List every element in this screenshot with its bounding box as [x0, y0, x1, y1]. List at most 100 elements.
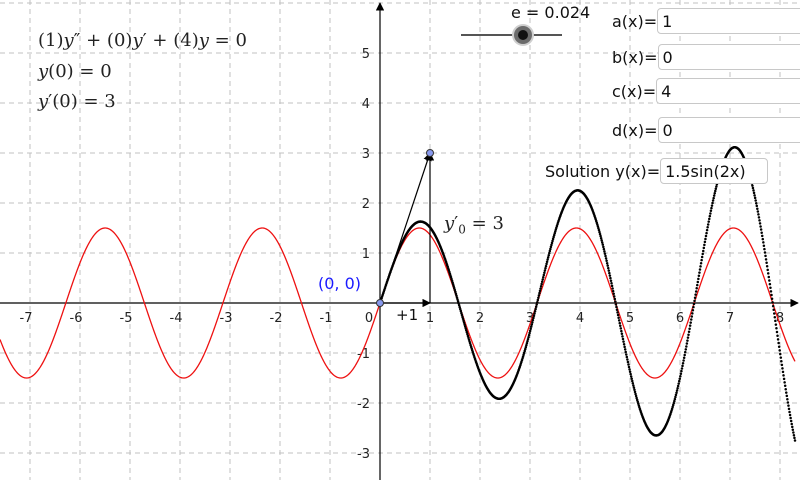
approx-solution-point — [774, 319, 777, 323]
approx-solution-point — [601, 243, 605, 246]
approx-solution-point — [681, 364, 684, 368]
approx-solution-point — [602, 245, 605, 249]
initial-condition-dy-value: = 3 — [83, 91, 116, 112]
approx-solution-point — [623, 348, 627, 351]
approx-solution-point — [779, 352, 782, 356]
ode-rhs: = 0 — [214, 30, 247, 51]
approx-solution-point — [688, 324, 692, 327]
approx-solution-point — [534, 307, 537, 311]
approx-solution-point — [700, 255, 704, 259]
approx-solution-point — [527, 333, 531, 337]
approx-solution-point — [712, 194, 716, 197]
approx-solution-point — [524, 347, 527, 351]
field-label-solution: Solution y(x)= — [545, 161, 661, 181]
approx-solution-point — [527, 335, 530, 339]
approx-solution-point — [627, 365, 631, 369]
approx-solution-point — [455, 296, 459, 299]
approx-solution-point — [775, 327, 778, 330]
approx-solution-point — [685, 342, 689, 345]
input-b[interactable] — [657, 44, 800, 70]
approx-solution-point — [614, 303, 618, 306]
ode-equation: (1)y″ + (0)y′ + (4)y = 0 — [38, 30, 247, 51]
approx-solution-point — [777, 341, 780, 345]
approx-solution-point — [537, 296, 540, 299]
approx-solution-point — [611, 287, 614, 290]
x-tick-label: 1 — [426, 311, 434, 326]
approx-solution-point — [693, 296, 697, 299]
slope-vector — [379, 152, 432, 304]
approx-solution-point — [779, 356, 783, 359]
approx-solution-point — [600, 239, 603, 242]
approx-solution-point — [550, 243, 553, 247]
approx-solution-point — [610, 284, 614, 288]
slider-handle[interactable] — [514, 26, 532, 44]
approx-solution-point — [465, 329, 468, 332]
approx-solution-point — [604, 257, 608, 260]
x-tick-label: 0 — [365, 311, 373, 326]
approx-solution-point — [461, 315, 464, 319]
approx-solution-point — [711, 199, 715, 202]
approx-solution-point — [710, 204, 714, 207]
approx-solution-point — [629, 372, 632, 376]
approx-solution-point — [456, 300, 460, 303]
approx-solution-point — [704, 237, 707, 241]
approx-solution-point — [769, 286, 772, 290]
approx-solution-point — [692, 305, 695, 309]
approx-solution-point — [764, 254, 767, 258]
approx-solution-point — [617, 316, 620, 319]
approx-solution-point — [453, 288, 457, 292]
approx-solution-point — [605, 259, 608, 263]
origin-point — [376, 299, 384, 307]
slider-label: e = 0.024 — [511, 3, 591, 22]
approx-solution-point — [538, 291, 541, 295]
approx-solution-point — [785, 394, 789, 398]
approx-solution-point — [769, 290, 773, 293]
approx-solution-point — [791, 428, 795, 431]
slider-track[interactable] — [461, 34, 562, 36]
approx-solution-point — [791, 425, 794, 429]
approx-solution-point — [768, 279, 771, 282]
input-solution[interactable] — [660, 158, 769, 184]
approx-solution-point — [762, 244, 766, 247]
input-c[interactable] — [656, 78, 800, 104]
approx-solution-point — [528, 331, 531, 335]
approx-solution-point — [790, 422, 793, 426]
approx-solution-point — [789, 416, 792, 420]
approx-solution-point — [755, 204, 759, 208]
approx-solution-point — [765, 265, 769, 268]
approx-solution-point — [711, 201, 714, 205]
input-d[interactable] — [657, 117, 800, 143]
approx-solution-point — [614, 300, 617, 303]
y-tick-label: -2 — [357, 397, 370, 412]
approx-solution-point — [782, 377, 786, 381]
approx-solution-point — [697, 274, 701, 277]
input-a[interactable] — [657, 8, 800, 34]
approx-solution-point — [546, 258, 549, 261]
approx-solution-point — [686, 339, 689, 342]
approx-solution-point — [704, 234, 708, 238]
approx-solution-point — [698, 268, 702, 271]
approx-solution-point — [528, 329, 532, 333]
approx-solution-point — [461, 317, 465, 321]
approx-solution-point — [756, 207, 759, 210]
approx-solution-point — [677, 382, 680, 385]
approx-solution-point — [462, 319, 465, 322]
approx-solution-point — [454, 292, 458, 296]
approx-solution-point — [757, 213, 760, 216]
x-tick-label: 8 — [776, 311, 784, 326]
y-tick-label: 1 — [362, 247, 370, 262]
approx-solution-point — [545, 262, 548, 266]
approx-solution-point — [679, 372, 683, 375]
approx-solution-point — [680, 369, 683, 373]
approx-solution-point — [632, 384, 635, 387]
approx-solution-point — [676, 384, 680, 388]
approx-solution-point — [763, 247, 766, 251]
approx-solution-point — [714, 189, 717, 193]
approx-solution-point — [626, 358, 629, 361]
field-label-d: d(x)= — [612, 120, 658, 140]
approx-solution-point — [606, 264, 609, 267]
approx-solution-point — [542, 273, 546, 277]
approx-solution-point — [758, 219, 761, 222]
